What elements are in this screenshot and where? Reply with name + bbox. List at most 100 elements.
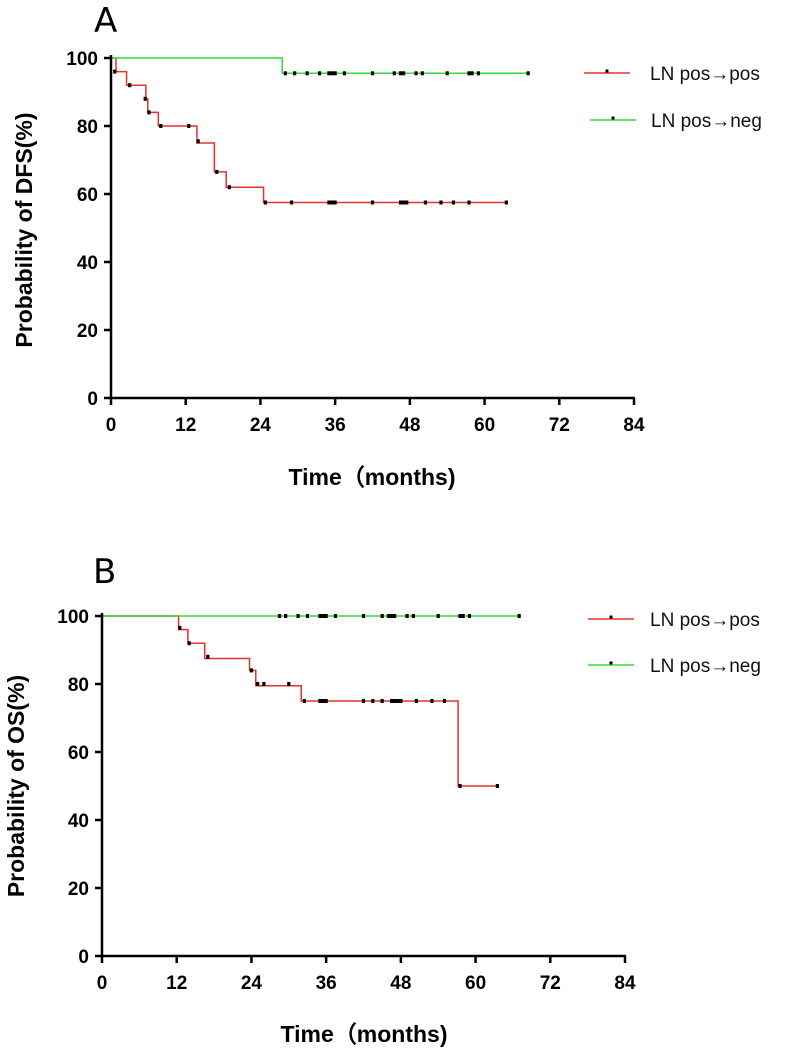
panel-b-legend-label-pos-pos: LN pos→pos [650, 610, 760, 631]
panel-b-series-0-censor-mark [380, 699, 384, 703]
panel-a-series-1-censor-mark [317, 71, 322, 76]
panel-b-series-0-censor-mark [361, 699, 366, 703]
panel-b-x-tick-label: 36 [316, 973, 337, 994]
panel-b-series-1-censor-mark [361, 614, 366, 618]
panel-b-legend: LN pos→pos LN pos→neg [588, 610, 761, 677]
panel-b-series-1-censor-mark [380, 614, 384, 618]
panel-a-series-0-censor-mark [159, 124, 163, 128]
panel-a-dfs-chart: A 0 12 24 36 48 60 72 84 0 20 40 60 80 100 Time（month… [11, 1, 762, 490]
panel-a-series-1-censor-mark [470, 71, 474, 76]
panel-a-series-1-censor-mark [283, 71, 287, 76]
panel-a-series-0-censor-mark [370, 200, 375, 205]
panel-b-series-0-censor-mark [187, 641, 191, 646]
panel-a-series-1-censor-mark [342, 71, 347, 76]
panel-b-series-1-censor-mark [436, 614, 440, 618]
panel-b-series-1-censor-mark [321, 614, 325, 618]
panel-b-y-tick-label: 100 [57, 607, 89, 628]
panel-b-y-tick-label: 80 [68, 675, 89, 696]
panel-a-series-0-censor-mark [423, 200, 428, 205]
panel-b-os-chart: B 0 12 24 36 48 60 72 84 0 20 40 60 80 100 Time（month… [3, 552, 761, 1047]
panel-a-series-0-censor-mark [113, 69, 117, 74]
panel-b-series-0-censor-mark [442, 699, 447, 703]
panel-a-series-0-censor-mark [227, 185, 231, 190]
panel-a-series-0-censor-mark [439, 200, 443, 205]
panel-b-series-1-censor-mark [389, 614, 394, 618]
panel-b-series-1-censor-mark [393, 614, 397, 618]
panel-a-series-0-censor-mark [333, 200, 337, 205]
panel-a-y-tick-label: 20 [77, 321, 98, 342]
panel-a-x-tick-label: 60 [474, 415, 495, 436]
panel-b-series-0-censor-mark [371, 699, 375, 703]
panel-b-y-tick-label: 0 [78, 947, 89, 968]
panel-a-legend-marker-pos-pos [605, 69, 609, 73]
panel-b-y-tick-label: 20 [68, 879, 89, 900]
panel-b-series-0-censor-mark [206, 654, 210, 659]
panel-a-series-0-censor-mark [215, 169, 219, 174]
panel-b-series-1-censor-mark [318, 614, 322, 618]
panel-a-x-tick-label: 24 [250, 415, 272, 436]
panel-b-series-1-censor-mark [277, 614, 282, 618]
panel-a-series-0-censor-mark [398, 200, 403, 205]
panel-a-legend: LN pos→pos LN pos→neg [584, 64, 762, 132]
panel-a-series-0-censor-mark [196, 139, 200, 144]
panel-a-series-0-censor-mark [263, 200, 268, 205]
panel-a-series-1-censor-mark [420, 71, 424, 76]
panel-a-x-tick-label: 72 [549, 415, 570, 436]
panel-b-series-0-censor-mark [318, 699, 322, 703]
panel-a-series-1-censor-mark [526, 71, 530, 76]
panel-b-x-tick-label: 48 [390, 973, 411, 994]
panel-a-series-1-censor-mark [293, 71, 297, 76]
panel-a-series-0-censor-mark [143, 96, 147, 101]
panel-b-series-1-censor-mark [305, 614, 310, 618]
panel-a-series-0-censor-mark [330, 200, 334, 205]
panel-a-y-axis-title: Probability of DFS(%) [11, 112, 37, 347]
panel-b-y-axis-title: Probability of OS(%) [3, 675, 29, 897]
panel-b-series-0-censor-mark [178, 625, 182, 630]
panel-a-series-0-censor-mark [128, 83, 132, 88]
panel-b-series-0-censor-mark [262, 682, 266, 686]
panel-a-x-tick-label: 48 [399, 415, 420, 436]
panel-b-series-1-censor-mark [411, 614, 415, 618]
panel-b-series-1-censor-mark [458, 614, 462, 618]
panel-b-series-0-censor-mark [389, 699, 394, 703]
panel-b-series-1-censor-mark [333, 614, 338, 618]
panel-a-series-0-line [111, 57, 507, 204]
panel-b-y-tick-label: 40 [68, 811, 89, 832]
panel-a-series-0-censor-mark [147, 110, 151, 115]
panel-a-series-1-censor-mark [467, 71, 471, 76]
panel-a-series-0-censor-mark [504, 200, 508, 205]
panel-a-series-0-censor-mark [405, 200, 409, 205]
panel-a-y-tick-label: 80 [77, 117, 98, 138]
panel-b-x-tick-label: 0 [97, 973, 108, 994]
panel-b-series-0-censor-mark [430, 699, 434, 703]
panel-a-series-1-censor-mark [305, 71, 309, 76]
panel-a-plot-area: 0 12 24 36 48 60 72 84 0 20 40 60 80 100 [66, 49, 645, 436]
panel-b-y-tick-label: 60 [68, 743, 89, 764]
panel-a-series-1-censor-mark [392, 71, 396, 76]
panel-a-series-0-censor-mark [289, 200, 294, 205]
panel-b-series-0-censor-mark [321, 699, 325, 703]
panel-b-series-0-censor-mark [393, 699, 397, 703]
panel-b-series-0-censor-mark [287, 682, 291, 686]
panel-b-x-axis-title: Time（months) [281, 1021, 448, 1047]
panel-a-y-tick-label: 100 [66, 49, 98, 70]
panel-b-series-0-censor-mark [249, 668, 254, 673]
panel-b-series-0-censor-mark [396, 699, 400, 703]
panel-b-series-0-censor-mark [302, 699, 306, 703]
panel-a-series-0-censor-mark [327, 200, 331, 205]
panel-a-x-tick-label: 84 [623, 415, 645, 436]
panel-a-legend-label-pos-pos: LN pos→pos [650, 64, 760, 85]
panel-b-series-1-censor-mark [467, 614, 471, 618]
panel-b-series-0-censor-mark [495, 784, 499, 788]
panel-b-series-1-censor-mark [517, 614, 521, 618]
panel-b-x-tick-label: 72 [540, 973, 561, 994]
panel-a-x-tick-label: 12 [175, 415, 196, 436]
panel-b-series-1-censor-mark [284, 614, 288, 618]
panel-b-series-1-censor-mark [461, 614, 465, 618]
panel-a-series-1-censor-mark [330, 71, 334, 76]
panel-a-series-1-censor-mark [333, 71, 337, 76]
panel-a-series-1-censor-mark [327, 71, 331, 76]
panel-b-letter: B [93, 552, 116, 592]
panel-b-series-0-censor-mark [324, 699, 328, 703]
